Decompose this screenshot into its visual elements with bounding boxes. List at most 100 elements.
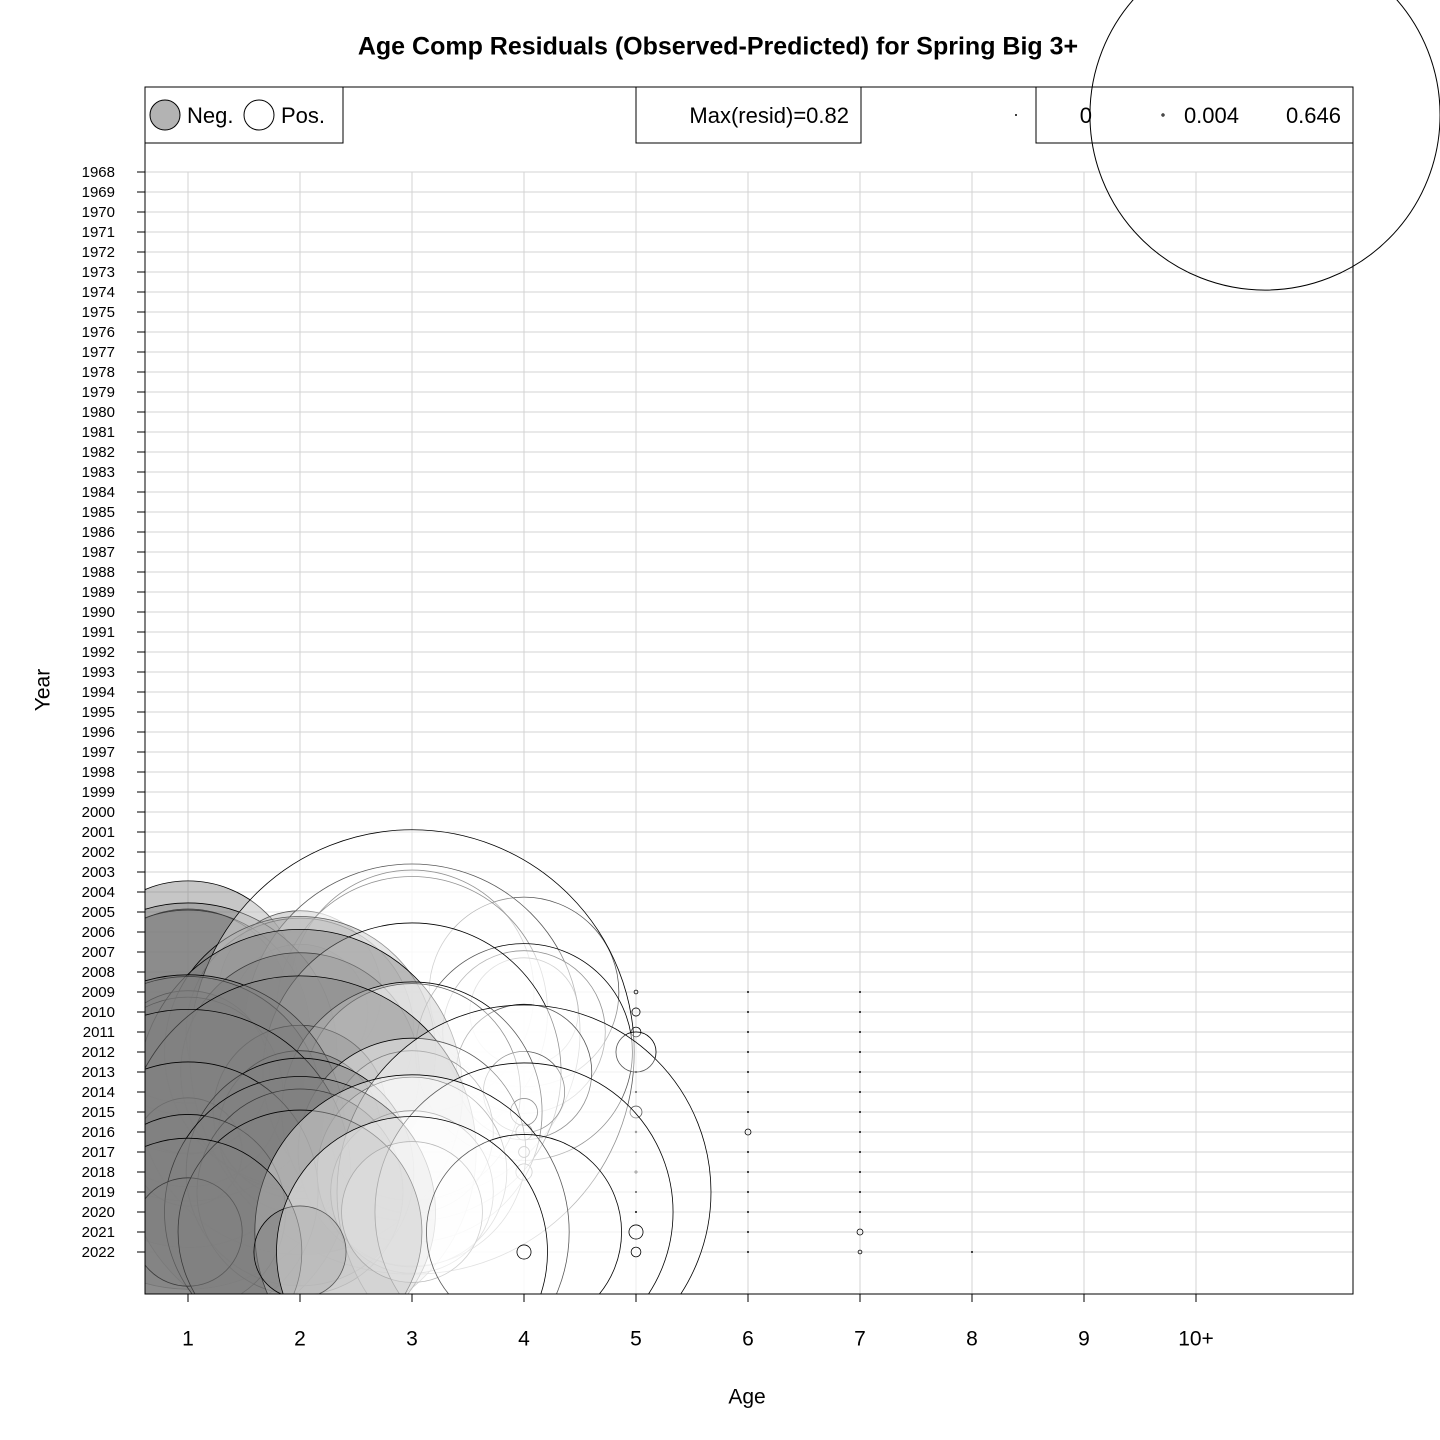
y-tick-label: 1999 <box>82 784 115 801</box>
y-tick-label: 1997 <box>82 744 115 761</box>
bubble <box>180 952 420 1192</box>
grid <box>137 171 1353 1302</box>
bubble <box>516 1244 532 1260</box>
bubble <box>510 1098 538 1126</box>
bubble <box>145 1137 303 1294</box>
y-tick-label: 2010 <box>82 1004 115 1021</box>
y-tick-label: 1976 <box>82 324 115 341</box>
bubble <box>145 996 284 1188</box>
bubble <box>747 1091 750 1094</box>
bubble <box>316 1076 508 1268</box>
bubble <box>303 983 521 1201</box>
bubble <box>859 1171 862 1174</box>
y-tick-label: 1995 <box>82 704 115 721</box>
size-legend-box <box>1035 86 1354 144</box>
bubble <box>747 1051 750 1054</box>
bubble <box>747 1071 750 1074</box>
y-tick-label: 1977 <box>82 344 115 361</box>
y-tick-label: 2003 <box>82 864 115 881</box>
bubble <box>145 1061 319 1294</box>
y-tick-label: 2020 <box>82 1204 115 1221</box>
bubble <box>631 1007 641 1017</box>
bubble <box>859 1031 862 1034</box>
bubble <box>859 1211 862 1214</box>
y-tick-label: 1985 <box>82 504 115 521</box>
y-tick-label: 2000 <box>82 804 115 821</box>
bubble <box>145 1009 351 1294</box>
bubble <box>515 1163 533 1181</box>
bubble <box>635 1191 638 1194</box>
bubble <box>518 1146 530 1158</box>
y-tick-label: 1991 <box>82 624 115 641</box>
y-axis-label: Year <box>32 669 55 711</box>
y-tick-label: 1974 <box>82 284 115 301</box>
y-tick-label: 2002 <box>82 844 115 861</box>
bubble <box>859 1071 862 1074</box>
bubble <box>635 1211 638 1214</box>
bubble <box>634 1130 638 1134</box>
x-tick-label: 4 <box>518 1328 530 1351</box>
x-tick-label: 6 <box>742 1328 754 1351</box>
y-tick-label: 1994 <box>82 684 115 701</box>
bubble <box>196 1088 404 1294</box>
legend-pos: Pos. <box>281 103 325 128</box>
bubble <box>281 981 543 1243</box>
y-tick-label: 2001 <box>82 824 115 841</box>
bubble <box>185 1057 415 1287</box>
y-tick-label: 1983 <box>82 464 115 481</box>
legend-neg: Neg. <box>187 103 233 128</box>
y-tick-label: 2015 <box>82 1104 115 1121</box>
legend-pos-symbol <box>243 99 275 131</box>
y-tick-label: 2016 <box>82 1124 115 1141</box>
bubble <box>747 1111 750 1114</box>
max-label: Max(resid)=0.82 <box>689 103 849 128</box>
bubble <box>254 1074 570 1294</box>
bubble <box>747 1191 750 1194</box>
bubble <box>630 1246 642 1258</box>
bubble <box>145 1114 286 1294</box>
bubble <box>262 922 562 1222</box>
bubble <box>145 1177 243 1287</box>
x-axis-label: Age <box>728 1386 765 1409</box>
y-tick-label: 2019 <box>82 1184 115 1201</box>
y-tick-label: 2007 <box>82 944 115 961</box>
bubble <box>189 829 635 1275</box>
size-legend-label: 0.646 <box>1286 103 1341 128</box>
bubble <box>428 896 620 1088</box>
bubble <box>859 1011 862 1014</box>
y-tick-label: 1990 <box>82 604 115 621</box>
y-tick-label: 1996 <box>82 724 115 741</box>
y-tick-label: 2009 <box>82 984 115 1001</box>
size-legend-bubble <box>1161 113 1165 117</box>
y-tick-label: 2005 <box>82 904 115 921</box>
y-tick-label: 2011 <box>83 1024 115 1041</box>
bubble <box>635 1091 638 1094</box>
y-tick-label: 1998 <box>82 764 115 781</box>
x-tick-label: 10+ <box>1178 1328 1214 1351</box>
bubble <box>635 1071 638 1074</box>
y-tick-label: 1968 <box>82 164 115 181</box>
size-legend-bubble <box>1015 114 1017 116</box>
y-tick-label: 2017 <box>82 1144 115 1161</box>
bubble <box>145 902 338 1202</box>
y-tick-label: 1971 <box>82 224 115 241</box>
bubble <box>629 1105 643 1119</box>
y-tick-label: 1973 <box>82 264 115 281</box>
bubble <box>635 1151 638 1154</box>
bubbles <box>145 829 974 1294</box>
bubble <box>426 1134 622 1294</box>
bubble <box>177 1109 423 1294</box>
bubble <box>744 1128 752 1136</box>
size-legend: 0 0.004 0.646 <box>1015 0 1440 291</box>
bubble <box>859 1051 862 1054</box>
bubble <box>747 991 750 994</box>
bubble <box>442 950 606 1114</box>
x-tick-label: 5 <box>630 1328 642 1351</box>
y-tick-label: 1992 <box>82 644 115 661</box>
y-tick-label: 2004 <box>82 884 115 901</box>
bubble <box>634 1170 638 1174</box>
bubble <box>747 1251 750 1254</box>
y-tick-label: 1970 <box>82 204 115 221</box>
y-tick-label: 1981 <box>82 424 115 441</box>
